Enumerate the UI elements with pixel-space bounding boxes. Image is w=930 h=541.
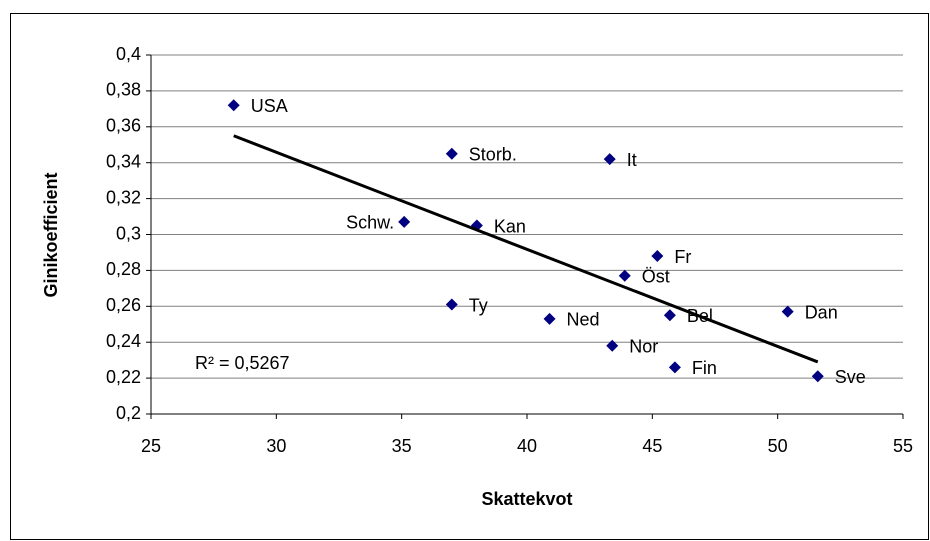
point-label: Fr [674,247,691,267]
x-tick-label: 50 [768,436,788,456]
point [651,250,664,263]
point-label: Sve [835,367,866,387]
point-label: Kan [494,216,526,236]
point-label: Öst [642,267,670,287]
y-tick-label: 0,4 [116,44,141,64]
y-tick-label: 0,32 [106,187,141,207]
point [543,312,556,325]
x-tick-label: 30 [266,436,286,456]
y-tick-label: 0,2 [116,403,141,423]
point [398,215,411,228]
point-label: Ty [469,295,488,315]
y-tick-label: 0,3 [116,223,141,243]
y-axis-title: Ginikoefficient [41,172,61,297]
y-tick-label: 0,24 [106,331,141,351]
x-tick-label: 35 [392,436,412,456]
point [663,309,676,322]
chart-frame [10,13,929,540]
point-label: USA [251,96,288,116]
point-label: Dan [805,302,838,322]
y-tick-label: 0,26 [106,295,141,315]
point [606,339,619,352]
x-tick-label: 45 [642,436,662,456]
point [811,370,824,383]
point-label: It [627,150,637,170]
x-tick-label: 40 [517,436,537,456]
point-label: Storb. [469,144,517,164]
y-tick-label: 0,22 [106,367,141,387]
y-tick-label: 0,38 [106,80,141,100]
y-tick-label: 0,28 [106,259,141,279]
x-axis-title: Skattekvot [481,489,572,509]
point-label: Ned [567,310,600,330]
point-label: Fin [692,358,717,378]
point [618,269,631,282]
x-tick-label: 25 [141,436,161,456]
trendline [233,134,819,364]
point [781,305,794,318]
y-tick-label: 0,34 [106,151,141,171]
point [668,361,681,374]
r-squared: R² = 0,5267 [195,353,290,373]
point [603,153,616,166]
point [227,99,240,112]
x-tick-label: 55 [893,436,913,456]
y-tick-label: 0,36 [106,116,141,136]
point [445,298,458,311]
point-label: Schw. [346,213,394,233]
point-label: Nor [629,337,658,357]
point [445,147,458,160]
